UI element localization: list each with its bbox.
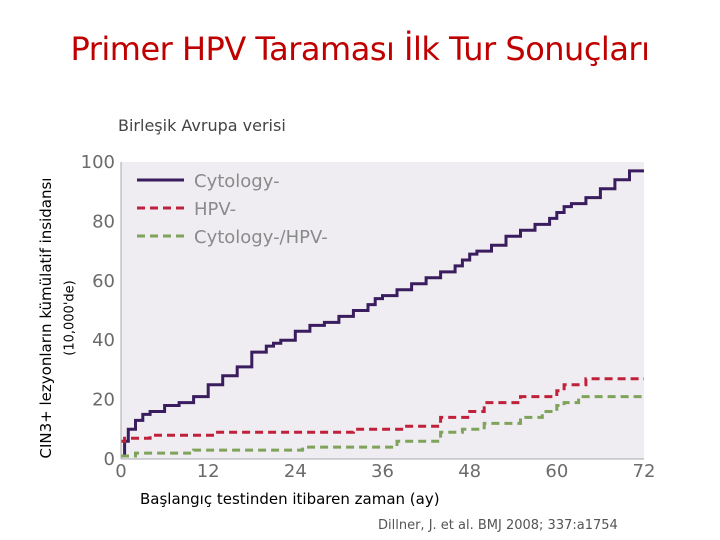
legend-label-2: Cytology-/HPV- xyxy=(194,227,328,248)
slide-title: Primer HPV Taraması İlk Tur Sonuçları xyxy=(70,30,650,68)
x-tick-label: 24 xyxy=(284,461,307,482)
x-tick-label: 48 xyxy=(458,461,481,482)
legend-label-0: Cytology- xyxy=(194,171,280,192)
citation: Dillner, J. et al. BMJ 2008; 337:a1754 xyxy=(378,518,618,533)
y-tick-label: 80 xyxy=(92,211,115,232)
y-tick-label: 40 xyxy=(92,330,115,351)
y-tick-label: 60 xyxy=(92,271,115,292)
y-tick-label: 0 xyxy=(104,449,115,470)
y-tick-label: 100 xyxy=(81,152,115,173)
x-tick-label: 36 xyxy=(371,461,394,482)
x-tick-label: 0 xyxy=(115,461,126,482)
series-line-0 xyxy=(121,169,644,458)
x-tick-label: 12 xyxy=(197,461,220,482)
x-tick-label: 72 xyxy=(633,461,656,482)
chart-subtitle: Birleşik Avrupa verisi xyxy=(118,116,286,135)
series-line-2 xyxy=(121,395,644,458)
x-axis-label: Başlangıç testinden itibaren zaman (ay) xyxy=(140,490,440,508)
legend-label-1: HPV- xyxy=(194,199,236,220)
series-line-1 xyxy=(121,377,644,443)
y-tick-label: 20 xyxy=(92,390,115,411)
x-tick-label: 60 xyxy=(545,461,568,482)
